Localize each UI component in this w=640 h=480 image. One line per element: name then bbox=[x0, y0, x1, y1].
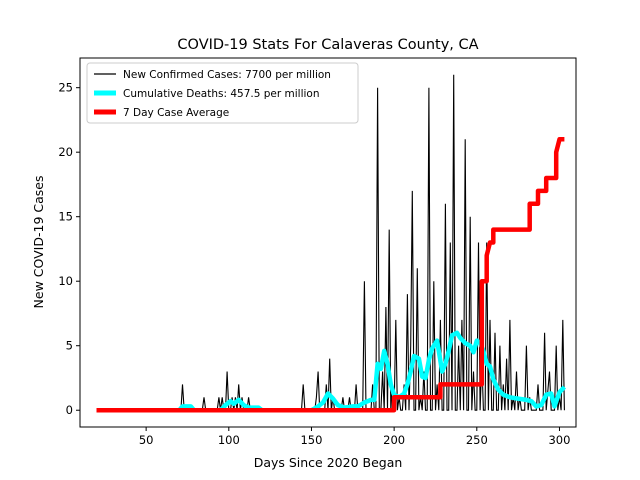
x-tick-label: 50 bbox=[139, 433, 154, 447]
chart-title: COVID-19 Stats For Calaveras County, CA bbox=[177, 37, 478, 53]
y-tick-label: 25 bbox=[58, 81, 73, 95]
x-axis-label: Days Since 2020 Began bbox=[254, 455, 403, 470]
legend: New Confirmed Cases: 7700 per million Cu… bbox=[86, 62, 359, 124]
legend-box bbox=[86, 62, 359, 124]
y-tick-label: 20 bbox=[58, 145, 73, 159]
y-tick-label: 15 bbox=[58, 210, 73, 224]
x-tick-label: 100 bbox=[218, 433, 240, 447]
y-tick-label: 0 bbox=[66, 403, 73, 417]
y-axis: 0 5 10 15 20 25 bbox=[58, 81, 80, 417]
y-tick-label: 10 bbox=[58, 274, 73, 288]
x-tick-label: 300 bbox=[548, 433, 570, 447]
x-tick-label: 200 bbox=[383, 433, 405, 447]
y-tick-label: 5 bbox=[66, 339, 73, 353]
legend-label-cases: New Confirmed Cases: 7700 per million bbox=[123, 69, 331, 81]
legend-label-average: 7 Day Case Average bbox=[123, 107, 229, 119]
x-axis: 50 100 150 200 250 300 bbox=[139, 427, 570, 447]
series-new-cases-line bbox=[96, 74, 565, 411]
legend-label-deaths: Cumulative Deaths: 457.5 per million bbox=[123, 88, 320, 100]
series-cumulative-deaths-line bbox=[96, 330, 567, 413]
series-7-day-average-line bbox=[96, 137, 565, 413]
x-tick-label: 150 bbox=[300, 433, 322, 447]
x-tick-label: 250 bbox=[466, 433, 488, 447]
plot-frame bbox=[79, 57, 577, 428]
series-lines bbox=[96, 74, 567, 413]
y-axis-label: New COVID-19 Cases bbox=[31, 176, 46, 309]
